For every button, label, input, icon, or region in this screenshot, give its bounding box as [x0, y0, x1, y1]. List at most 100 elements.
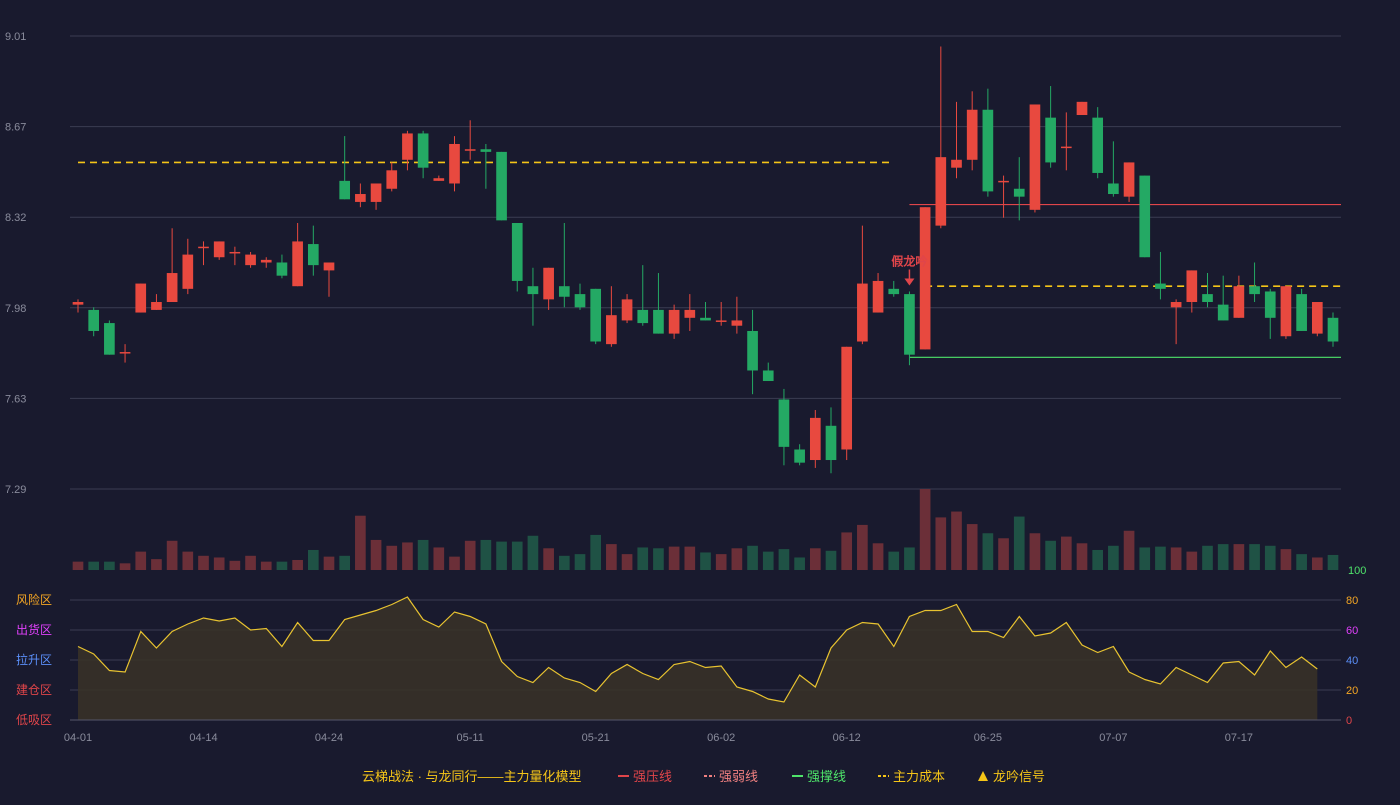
- volume-bar: [590, 534, 602, 570]
- candle-body: [292, 241, 303, 287]
- legend-item[interactable]: 强撑线: [792, 769, 846, 784]
- legend-item[interactable]: 龙吟信号: [978, 769, 1045, 784]
- legend-item[interactable]: 强压线: [618, 769, 672, 784]
- signal-arrow-head: [904, 278, 915, 286]
- candle-body: [1296, 294, 1307, 331]
- volume-bar: [1186, 551, 1198, 570]
- candle: [1249, 262, 1260, 303]
- volume-bar: [1264, 545, 1276, 570]
- volume-bar: [370, 539, 382, 570]
- candle-body: [543, 267, 554, 300]
- volume-bar: [1249, 544, 1260, 570]
- volume-bar: [684, 546, 696, 570]
- candle: [872, 273, 884, 313]
- candle-body: [951, 159, 962, 168]
- candle-body: [998, 180, 1009, 183]
- volume-bar: [951, 511, 962, 570]
- candle: [857, 225, 868, 345]
- candle: [1233, 275, 1245, 318]
- candle-body: [276, 262, 288, 276]
- candle-body: [449, 143, 460, 184]
- candle: [1327, 312, 1339, 347]
- volume-bar: [653, 548, 664, 570]
- volume-bar: [339, 555, 351, 570]
- volume-bar: [1108, 545, 1119, 570]
- candle-body: [872, 280, 884, 313]
- volume-bar: [527, 535, 539, 570]
- volume-bar: [668, 546, 680, 570]
- candle: [72, 299, 84, 313]
- candle: [229, 246, 241, 266]
- volume-bar: [1139, 547, 1151, 570]
- candle-body: [778, 399, 790, 447]
- x-tick-label: 06-02: [707, 732, 735, 744]
- candle: [668, 304, 680, 339]
- candle-body: [1123, 162, 1135, 197]
- volume-bar: [245, 555, 256, 570]
- x-tick-label: 06-12: [833, 732, 861, 744]
- candle: [904, 291, 915, 366]
- candle: [1013, 157, 1025, 221]
- volume-bar: [919, 489, 931, 570]
- candle-body: [402, 133, 413, 160]
- legend-item[interactable]: 主力成本: [878, 769, 945, 784]
- candle: [543, 267, 554, 310]
- x-tick-label: 04-14: [189, 732, 217, 744]
- signal-marker: 假龙吟: [891, 253, 927, 286]
- candle-body: [511, 222, 523, 281]
- candle-body: [260, 259, 272, 263]
- volume-bar: [323, 556, 335, 570]
- candle-body: [527, 286, 539, 295]
- candle: [998, 175, 1009, 218]
- candle: [1139, 175, 1151, 258]
- volume-bar: [166, 540, 178, 570]
- volume-bar: [935, 517, 947, 570]
- volume-bar: [307, 549, 319, 570]
- candle-body: [213, 241, 225, 258]
- candle: [198, 241, 209, 266]
- candle-body: [1029, 104, 1041, 210]
- candle-body: [794, 449, 805, 463]
- candle-body: [119, 352, 131, 354]
- volume-bar: [119, 563, 131, 570]
- candle-body: [668, 309, 680, 334]
- candle: [590, 288, 602, 345]
- volume-bar: [637, 547, 649, 570]
- candle-body: [229, 251, 241, 254]
- candle: [370, 183, 382, 210]
- candle-body: [323, 262, 335, 271]
- x-tick-label: 05-11: [457, 732, 484, 744]
- candle-body: [715, 320, 727, 322]
- volume-bar: [1233, 544, 1245, 570]
- candle-body: [590, 288, 602, 342]
- candle: [464, 120, 476, 160]
- candle: [809, 409, 821, 468]
- candle: [762, 362, 774, 382]
- legend-item[interactable]: 云梯战法 · 与龙同行——主力量化模型: [362, 769, 582, 784]
- candle-body: [1186, 270, 1198, 303]
- candle: [778, 388, 790, 466]
- legend-item[interactable]: 强弱线: [704, 769, 758, 784]
- candle: [841, 346, 853, 461]
- volume-bar: [606, 544, 617, 570]
- candle: [1108, 141, 1119, 197]
- x-tick-label: 04-01: [64, 732, 92, 744]
- candle: [1311, 302, 1323, 337]
- candle: [951, 101, 962, 179]
- volume-bar: [72, 561, 84, 570]
- candle-body: [135, 283, 147, 313]
- candle: [402, 130, 413, 171]
- candle-body: [966, 109, 978, 160]
- candle: [527, 267, 539, 326]
- x-tick-label: 07-17: [1225, 732, 1253, 744]
- candle: [1155, 251, 1166, 300]
- candle-body: [841, 346, 853, 450]
- candle-body: [104, 323, 115, 355]
- volume-bar: [1202, 545, 1213, 570]
- volume-bar: [966, 524, 978, 570]
- candle-body: [982, 109, 994, 192]
- candle-body: [1045, 117, 1056, 163]
- legend[interactable]: 云梯战法 · 与龙同行——主力量化模型 强压线 强弱线 强撑线 主力成本 龙吟信号: [362, 769, 1045, 784]
- volume-bar: [104, 561, 115, 570]
